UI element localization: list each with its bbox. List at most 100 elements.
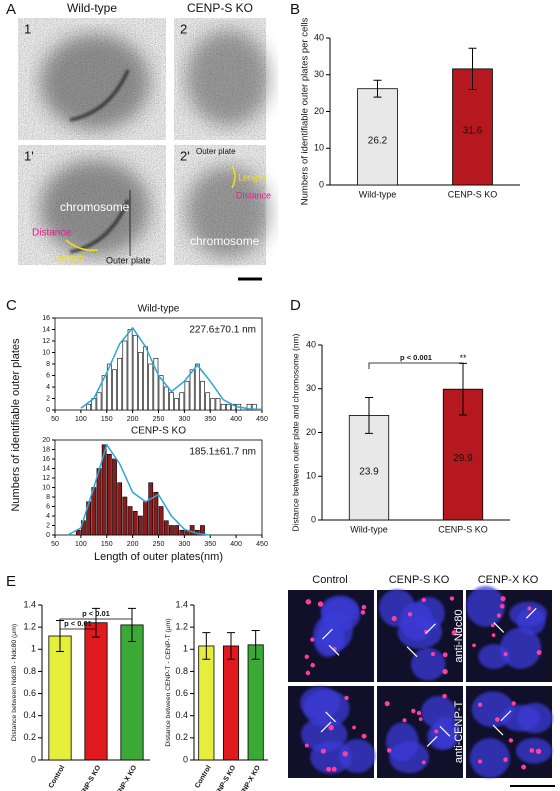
arrow	[425, 623, 436, 635]
y-tick-label: 1.2	[175, 622, 188, 632]
y-tick-label: 20	[314, 106, 324, 116]
kinetochore-dot	[304, 743, 309, 748]
kinetochore-dot	[494, 717, 500, 722]
arrow	[500, 710, 512, 722]
arrow	[320, 721, 332, 733]
kinetochore-dot	[442, 652, 448, 658]
x-tick-label: CENP-S KO	[438, 524, 488, 534]
x-tick-label: Wild-type	[359, 189, 397, 199]
y-tick-label: 0	[183, 754, 188, 764]
kinetochore-dot	[490, 623, 495, 628]
nucleus	[478, 644, 510, 669]
nucleus	[303, 689, 350, 728]
y-tick-label: 1.2	[23, 622, 36, 632]
histogram-bar	[96, 392, 102, 411]
x-tick-label: CENP-X KO	[236, 764, 262, 791]
histogram-bar	[189, 525, 195, 536]
x-tick-label: 50	[51, 541, 59, 548]
error-bar	[227, 632, 235, 660]
kinetochore-dot	[361, 604, 367, 610]
y-axis-label: Distance between outer plate and chromos…	[290, 333, 300, 531]
em-annotation: Length	[54, 254, 85, 265]
em-annotation: Outer plate	[106, 255, 151, 265]
chromosome-shadow	[40, 34, 150, 130]
nucleus	[321, 597, 361, 632]
value-label: 31.6	[463, 126, 483, 137]
kinetochore-dot	[402, 718, 407, 723]
histogram-bar	[194, 363, 200, 411]
kinetochore-dot	[407, 612, 413, 617]
histogram-bar	[158, 375, 164, 411]
x-tick-label: 450	[256, 541, 268, 548]
kinetochore-dot	[451, 630, 458, 636]
fit-curve	[67, 444, 211, 536]
histogram-bar	[112, 369, 117, 411]
nucleus	[509, 601, 548, 627]
y-tick-label: 0.4	[175, 710, 188, 720]
histogram-bar	[200, 525, 205, 536]
nucleus	[466, 585, 505, 627]
panel-letter: B	[290, 1, 300, 18]
y-tick-label: 2	[46, 522, 50, 529]
arrow	[406, 646, 418, 658]
kinetochore-dot	[477, 702, 483, 707]
histogram-bar	[132, 510, 138, 536]
histogram-bar	[148, 482, 154, 536]
significance-label: p < 0.01	[82, 609, 110, 618]
kinetochore-dot	[391, 615, 397, 622]
kinetochore-dot	[384, 701, 390, 707]
histogram-bar	[225, 403, 231, 411]
histogram-bar	[132, 334, 138, 411]
value-label: 23.9	[359, 466, 379, 477]
tile-gap	[166, 18, 174, 265]
arrow	[328, 644, 340, 656]
bar	[198, 645, 215, 761]
y-tick-label: 0	[46, 407, 50, 414]
histogram-bar	[117, 357, 123, 411]
nucleus	[469, 738, 511, 778]
kinetochore-dot	[442, 668, 448, 675]
kinetochore-dot	[320, 748, 326, 754]
kinetochore-dot	[317, 601, 324, 607]
x-tick-label: 250	[153, 541, 165, 548]
chromosome-shadow	[186, 166, 270, 258]
kinetochore-dot	[529, 748, 535, 753]
kinetochore-dot	[527, 606, 532, 611]
column-label: CENP-S KO	[187, 1, 253, 15]
x-tick-label: 450	[256, 416, 268, 423]
stat-annotation: 227.6±70.1 nm	[189, 325, 256, 336]
arrow	[439, 725, 451, 737]
histogram-bar	[153, 491, 159, 536]
y-tick-label: 10	[314, 143, 324, 153]
x-tick-label: 100	[75, 416, 87, 423]
y-axis-label: Distance between CENP-T - CENP-T (μm)	[165, 618, 172, 746]
kinetochore-dot	[360, 610, 366, 615]
length-arrow	[231, 165, 236, 189]
kinetochore-dot	[449, 596, 455, 601]
histogram-bar	[251, 403, 257, 411]
kinetochore-dot	[503, 652, 508, 657]
histogram-bar	[184, 380, 190, 411]
y-tick-label: 10	[306, 471, 316, 481]
kinetochore-dot	[416, 710, 422, 716]
kinetochore-dot	[328, 725, 334, 731]
histogram-bar	[127, 506, 133, 536]
histogram-bar	[101, 375, 107, 411]
kinetochore-dot	[521, 764, 527, 770]
bracket	[59, 628, 97, 635]
x-tick-label: 350	[204, 416, 216, 423]
column-label: Control	[312, 574, 347, 586]
y-tick-label: 0.2	[175, 732, 188, 742]
value-label: 29.9	[453, 453, 473, 464]
bar	[84, 622, 108, 761]
column-label: CENP-X KO	[478, 574, 539, 586]
y-tick-label: 0.2	[23, 732, 36, 742]
y-tick-label: 0	[311, 514, 316, 524]
kinetochore-dot	[500, 596, 506, 602]
histogram-bar	[179, 529, 185, 536]
kinetochore-dot	[421, 760, 426, 765]
histogram-bar	[158, 506, 164, 536]
tile-label: 2	[180, 21, 187, 36]
histogram-bar	[96, 468, 102, 536]
x-tick-label: Wild-type	[350, 524, 388, 534]
